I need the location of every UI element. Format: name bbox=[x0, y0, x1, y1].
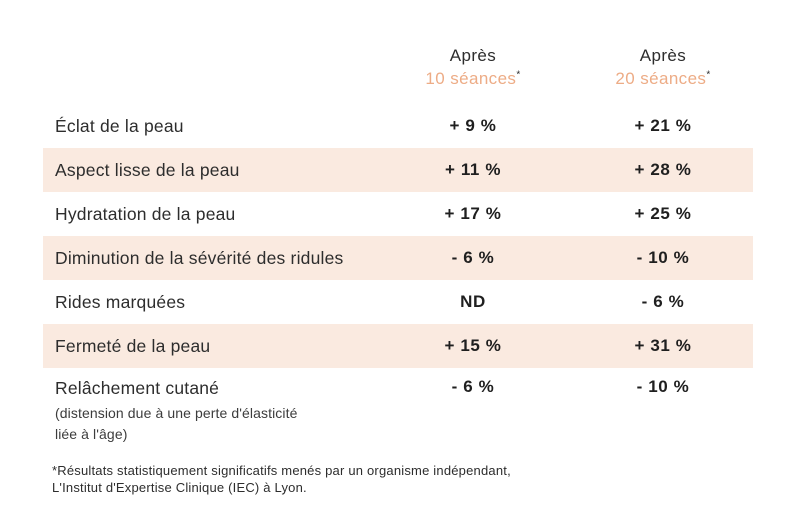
value-after-20: - 6 % bbox=[641, 292, 685, 311]
table-row-rides-marquees: Rides marquées ND - 6 % bbox=[43, 280, 753, 324]
results-table: Après 10 séances* Après 20 séances* Écla… bbox=[43, 38, 753, 456]
row-label: Aspect lisse de la peau bbox=[55, 159, 240, 180]
value-after-20: - 10 % bbox=[636, 377, 690, 396]
header-20-seances: 20 séances* bbox=[573, 67, 753, 90]
table-header-row: Après 10 séances* Après 20 séances* bbox=[43, 38, 753, 98]
row-label: Hydratation de la peau bbox=[55, 203, 236, 224]
row-label: Éclat de la peau bbox=[55, 115, 184, 136]
header-apres-2: Après bbox=[639, 46, 687, 65]
value-after-10: - 6 % bbox=[451, 248, 495, 267]
value-after-20: + 21 % bbox=[634, 116, 692, 135]
table-row-aspect-lisse: Aspect lisse de la peau + 11 % + 28 % bbox=[43, 148, 753, 192]
value-after-20: + 25 % bbox=[634, 204, 692, 223]
column-header-after-20-seances: Après 20 séances* bbox=[573, 44, 753, 98]
value-after-20: - 10 % bbox=[636, 248, 690, 267]
table-row-fermete: Fermeté de la peau + 15 % + 31 % bbox=[43, 324, 753, 368]
value-after-10: ND bbox=[460, 292, 486, 311]
value-after-20: + 28 % bbox=[634, 160, 692, 179]
header-10-seances-text: 10 séances bbox=[425, 69, 517, 88]
value-after-10: + 9 % bbox=[449, 116, 497, 135]
header-20-seances-text: 20 séances bbox=[615, 69, 707, 88]
value-after-10: + 17 % bbox=[444, 204, 502, 223]
footnote: *Résultats statistiquement significatifs… bbox=[52, 463, 511, 495]
table-row-relachement-cutane: Relâchement cutané (distension due à une… bbox=[43, 368, 753, 456]
column-header-after-10-seances: Après 10 séances* bbox=[373, 44, 573, 98]
table-row-hydratation: Hydratation de la peau + 17 % + 25 % bbox=[43, 192, 753, 236]
header-apres-1: Après bbox=[449, 46, 497, 65]
row-label: Diminution de la sévérité des ridules bbox=[55, 247, 344, 268]
table-row-diminution-ridules: Diminution de la sévérité des ridules - … bbox=[43, 236, 753, 280]
table-row-eclat: Éclat de la peau + 9 % + 21 % bbox=[43, 104, 753, 148]
value-after-10: + 15 % bbox=[444, 336, 502, 355]
row-label: Fermeté de la peau bbox=[55, 335, 211, 356]
header-10-seances: 10 séances* bbox=[373, 67, 573, 90]
value-after-20: + 31 % bbox=[634, 336, 692, 355]
header-label-spacer bbox=[43, 44, 373, 98]
row-label: Relâchement cutané (distension due à une… bbox=[43, 377, 373, 445]
value-after-10: + 11 % bbox=[444, 160, 502, 179]
row-label: Rides marquées bbox=[55, 291, 186, 312]
asterisk-10-seances: * bbox=[516, 69, 521, 81]
asterisk-20-seances: * bbox=[706, 69, 711, 81]
value-after-10: - 6 % bbox=[451, 377, 495, 396]
row-sublabel: (distension due à une perte d'élasticité… bbox=[55, 404, 298, 442]
